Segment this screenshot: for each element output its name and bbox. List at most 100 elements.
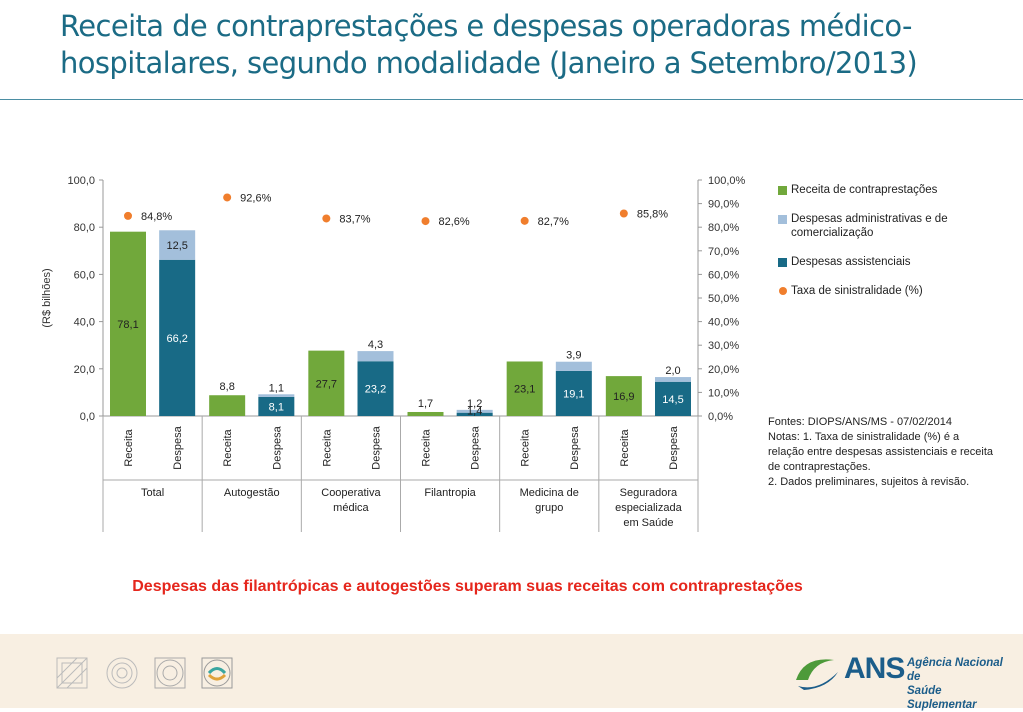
notes-item-1: Notas: 1. Taxa de sinistralidade (%) é a…: [768, 431, 994, 473]
bar-despesa-assistenciais: [357, 361, 394, 416]
bar-category-despesa: Despesa: [569, 425, 581, 469]
legend-swatch-receita: [778, 186, 787, 195]
legend-label-administrativas: Despesas administrativas e de comerciali…: [791, 213, 948, 239]
sinistralidade-point: [619, 209, 628, 218]
bar-receita: [506, 361, 543, 416]
colored-emblem-icon: [201, 657, 233, 689]
data-label-administrativas: 12,5: [166, 240, 187, 252]
bar-despesa-administrativas: [456, 409, 493, 413]
group-label-line: Medicina de: [520, 487, 579, 499]
legend-label-assistenciais: Despesas assistenciais: [791, 256, 911, 268]
sinistralidade-point: [223, 193, 232, 202]
y2-tick-label: 0,0%: [708, 411, 733, 423]
footer-band: ANS Agência Nacional de Saúde Suplementa…: [0, 634, 1023, 711]
legend-swatch-administrativas: [778, 215, 787, 224]
data-label-receita: 8,8: [220, 381, 235, 393]
legend-item-administrativas: Despesas administrativas e de comerciali…: [778, 212, 1008, 240]
y2-tick-label: 60,0%: [708, 269, 739, 281]
sinistralidade-label: 83,7%: [339, 213, 370, 225]
bar-category-despesa: Despesa: [470, 425, 482, 469]
data-label-receita: 1,7: [418, 398, 433, 410]
bar-receita: [308, 350, 345, 416]
y2-tick-label: 30,0%: [708, 340, 739, 352]
bar-category-receita: Receita: [421, 428, 433, 466]
group-label-line: especializada: [615, 502, 683, 514]
bar-despesa-assistenciais: [258, 396, 295, 416]
ans-logo-swoosh-icon: [796, 659, 838, 690]
highlight-message: Despesas das filantrópicas e autogestões…: [132, 578, 803, 595]
group-label-line: grupo: [535, 502, 563, 514]
group-label: Cooperativa médica: [321, 487, 381, 514]
y-tick-label: 60,0: [74, 269, 95, 281]
bar-despesa-administrativas: [555, 361, 592, 371]
data-label-assistenciais: 14,5: [662, 394, 683, 406]
y2-tick-label: 50,0%: [708, 293, 739, 305]
bar-receita: [110, 231, 146, 416]
bar-despesa-assistenciais: [456, 412, 493, 416]
data-label-administrativas: 2,0: [665, 365, 680, 377]
legend-swatch-assistenciais: [778, 258, 787, 267]
hatched-square-icon: [56, 657, 88, 689]
ans-logo: ANS Agência Nacional de Saúde Suplementa…: [792, 650, 1012, 711]
group-label-line: Autogestão: [224, 487, 280, 499]
bar-category-receita: Receita: [321, 428, 333, 466]
notes-item-2: 2. Dados preliminares, sujeitos à revisã…: [768, 476, 970, 488]
chart-notes: Fontes: DIOPS/ANS/MS - 07/02/2014 Notas:…: [768, 415, 998, 490]
bar-category-despesa: Despesa: [172, 425, 184, 469]
sinistralidade-label: 84,8%: [141, 211, 172, 223]
data-label-administrativas: 1,1: [269, 382, 284, 394]
ans-logo-mark: ANS: [844, 652, 905, 685]
sinistralidade-point: [322, 214, 331, 223]
bar-despesa-administrativas: [655, 377, 691, 382]
bar-category-despesa: Despesa: [271, 425, 283, 469]
group-label-line: Total: [141, 487, 164, 499]
data-label-receita: 16,9: [613, 391, 634, 403]
y2-tick-label: 10,0%: [708, 387, 739, 399]
bar-despesa-assistenciais: [555, 370, 592, 416]
y2-tick-label: 20,0%: [708, 364, 739, 376]
bar-category-despesa: Despesa: [668, 425, 680, 469]
bar-despesa-assistenciais: [655, 381, 691, 416]
data-label-administrativas: 4,3: [368, 339, 383, 351]
data-label-receita: 78,1: [117, 319, 138, 331]
y2-tick-label: 80,0%: [708, 222, 739, 234]
bar-category-receita: Receita: [619, 428, 631, 466]
legend-dot-sinistralidade: [779, 287, 787, 295]
data-label-assistenciais: 23,2: [365, 384, 386, 396]
data-label-receita: 27,7: [316, 378, 337, 390]
y2-tick-label: 40,0%: [708, 317, 739, 329]
legend-item-receita: Receita de contraprestações: [778, 183, 1008, 197]
bar-receita: [407, 411, 444, 416]
page-title: Receita de contraprestações e despesas o…: [60, 9, 918, 80]
legend-item-sinistralidade: Taxa de sinistralidade (%): [778, 284, 1008, 298]
bar-category-receita: Receita: [520, 428, 532, 466]
notes-source: Fontes: DIOPS/ANS/MS - 07/02/2014: [768, 416, 953, 428]
y2-tick-label: 100,0%: [708, 175, 746, 187]
group-label: Total: [141, 487, 164, 499]
bar-despesa-administrativas: [258, 394, 295, 397]
sinistralidade-label: 82,6%: [439, 216, 470, 228]
concentric-circles-icon: [106, 657, 138, 689]
data-label-administrativas: 1,2: [467, 398, 482, 410]
bar-receita: [605, 376, 642, 416]
sinistralidade-point: [124, 211, 132, 220]
y-tick-label: 40,0: [74, 317, 95, 329]
group-label-line: em Saúde: [623, 517, 673, 529]
group-label: Seguradora especializada em Saúde: [615, 487, 683, 529]
sinistralidade-label: 82,7%: [538, 216, 569, 228]
bar-category-receita: Receita: [123, 428, 135, 466]
chart-legend: Receita de contraprestações Despesas adm…: [778, 183, 1008, 313]
bar-despesa-assistenciais: [159, 259, 196, 416]
group-label: Autogestão: [224, 487, 280, 499]
data-label-receita: 23,1: [514, 384, 535, 396]
data-label-assistenciais: 66,2: [166, 333, 187, 345]
y-axis-title: (R$ bilhões): [41, 268, 53, 327]
circle-in-square-icon: [154, 657, 186, 689]
revenue-expense-chart: 0,0 20,0 40,0 60,0 80,0 100,0 0,0% 10,0% 20,0% 30…: [41, 175, 746, 532]
legend-label-sinistralidade: Taxa de sinistralidade (%): [791, 285, 923, 297]
group-label: Medicina de grupo: [520, 487, 579, 514]
bar-category-receita: Receita: [222, 428, 234, 466]
sinistralidade-label: 85,8%: [637, 209, 668, 221]
legend-item-assistenciais: Despesas assistenciais: [778, 255, 1008, 269]
y-tick-label: 80,0: [74, 222, 95, 234]
